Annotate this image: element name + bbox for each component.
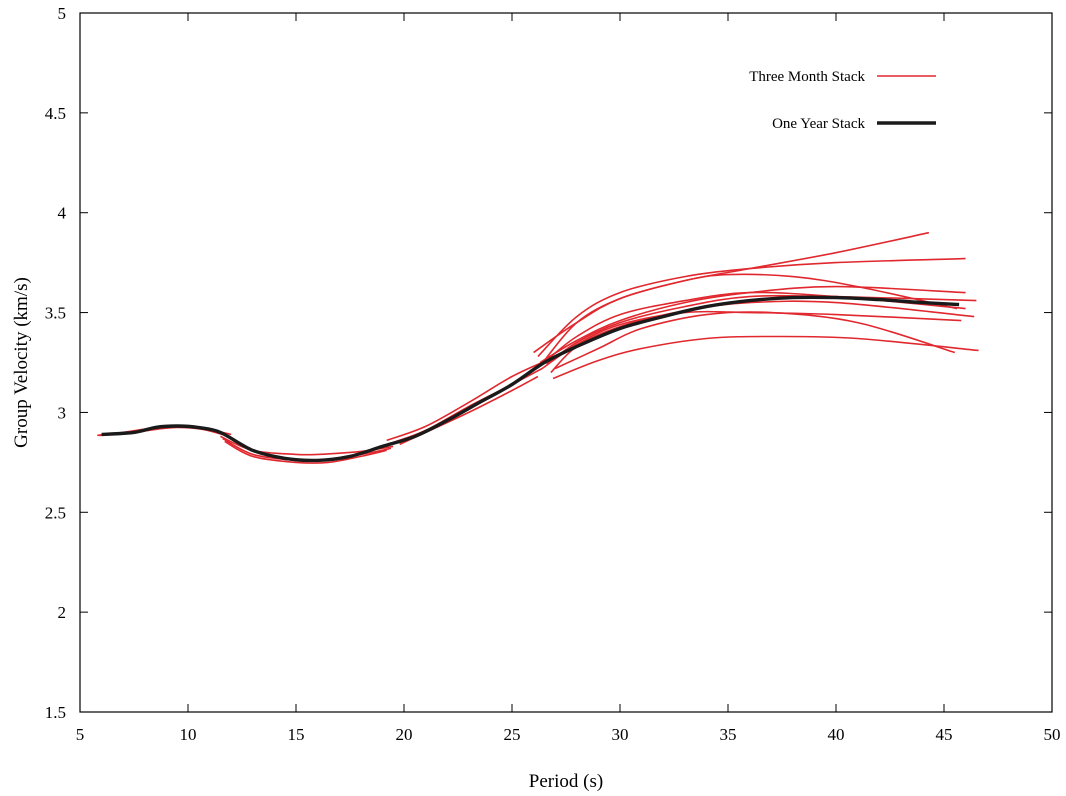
x-tick-label: 25 [504,725,521,744]
y-axis-title: Group Velocity (km/s) [11,277,32,448]
x-axis: 5 10 15 20 25 30 35 40 45 50 [76,13,1061,744]
x-axis-title: Period (s) [529,771,603,792]
y-tick-label: 2 [58,603,67,622]
x-tick-label: 35 [720,725,737,744]
legend-label-three-month: Three Month Stack [749,69,865,85]
one-year-stack-line-0 [101,295,960,463]
x-tick-label: 20 [396,725,413,744]
y-axis: 1.5 2 2.5 3 3.5 4 4.5 5 [45,4,1052,722]
x-tick-label: 5 [76,725,85,744]
y-tick-label: 4.5 [45,104,66,123]
x-tick-label: 40 [828,725,845,744]
three-month-stack-line-11 [539,285,966,364]
three-month-stack-line-5 [386,359,547,442]
three-month-stack-line-9 [537,257,966,358]
x-tick-label: 10 [180,725,197,744]
y-tick-label: 4 [58,204,67,223]
x-tick-label: 50 [1044,725,1061,744]
plot-curves [97,231,979,464]
three-month-stack-line-4 [224,440,387,464]
y-tick-label: 3.5 [45,304,66,323]
legend: Three Month Stack One Year Stack [749,69,936,132]
y-tick-label: 3 [58,403,67,422]
x-tick-label: 45 [936,725,953,744]
three-month-stack-line-14 [541,310,962,370]
x-tick-label: 30 [612,725,629,744]
y-tick-label: 2.5 [45,503,66,522]
y-tick-label: 5 [58,4,67,23]
x-tick-label: 15 [288,725,305,744]
three-month-stack-line-15 [554,311,956,370]
three-month-stack-line-16 [552,335,979,380]
legend-label-one-year: One Year Stack [772,116,865,132]
y-tick-label: 1.5 [45,703,66,722]
plot-frame [79,12,1053,713]
